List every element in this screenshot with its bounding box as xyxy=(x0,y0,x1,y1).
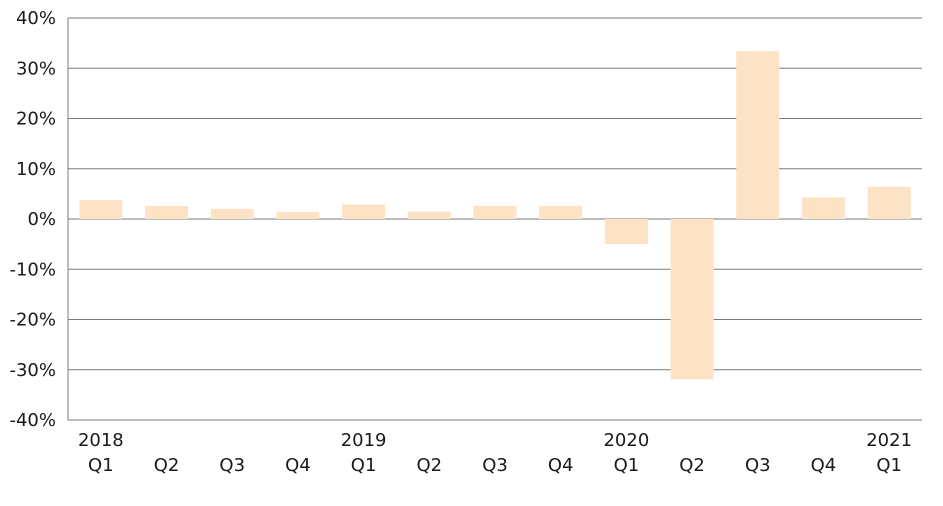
x-tick-label: Q4 xyxy=(285,455,311,476)
y-tick-label: -10% xyxy=(9,259,56,280)
y-tick-label: -30% xyxy=(9,360,56,381)
x-year-label: 2018 xyxy=(78,430,124,451)
x-year-label: 2019 xyxy=(341,430,387,451)
y-tick-label: 30% xyxy=(16,58,56,79)
x-year-label: 2020 xyxy=(603,430,649,451)
bar xyxy=(604,219,648,245)
x-tick-label: Q2 xyxy=(154,455,180,476)
y-tick-labels: 40% 30% 20% 10% 0% -10% -20% -30% -40% xyxy=(9,8,56,431)
x-tick-label: Q2 xyxy=(679,455,705,476)
x-tick-label: Q4 xyxy=(811,455,837,476)
x-tick-label: Q1 xyxy=(876,455,902,476)
y-tick-label: 10% xyxy=(16,159,56,180)
bar xyxy=(539,205,583,219)
y-tick-label: 20% xyxy=(16,109,56,130)
bar xyxy=(801,197,845,219)
bar xyxy=(670,219,714,380)
x-year-label: 2021 xyxy=(866,430,912,451)
bar xyxy=(736,51,780,219)
bar xyxy=(407,211,451,219)
bars xyxy=(79,51,911,380)
x-tick-label: Q2 xyxy=(416,455,442,476)
bar xyxy=(79,199,123,219)
bar xyxy=(867,186,911,219)
x-tick-label: Q1 xyxy=(88,455,114,476)
x-tick-labels: 2018 Q1 Q2 Q3 Q4 2019 Q1 Q2 Q3 Q4 2020 Q1 Q2 Q3 Q4 2021… xyxy=(78,430,912,476)
y-tick-label: 40% xyxy=(16,8,56,29)
y-tick-label: 0% xyxy=(27,209,56,230)
x-tick-label: Q3 xyxy=(482,455,508,476)
y-tick-label: -20% xyxy=(9,310,56,331)
bar xyxy=(473,205,517,219)
bar xyxy=(342,204,386,219)
x-tick-label: Q1 xyxy=(614,455,640,476)
y-tick-label: -40% xyxy=(9,410,56,431)
bar xyxy=(210,208,254,219)
x-tick-label: Q1 xyxy=(351,455,377,476)
bar xyxy=(145,205,189,219)
x-tick-label: Q3 xyxy=(219,455,245,476)
bar xyxy=(276,211,320,219)
x-tick-label: Q4 xyxy=(548,455,574,476)
x-tick-label: Q3 xyxy=(745,455,771,476)
